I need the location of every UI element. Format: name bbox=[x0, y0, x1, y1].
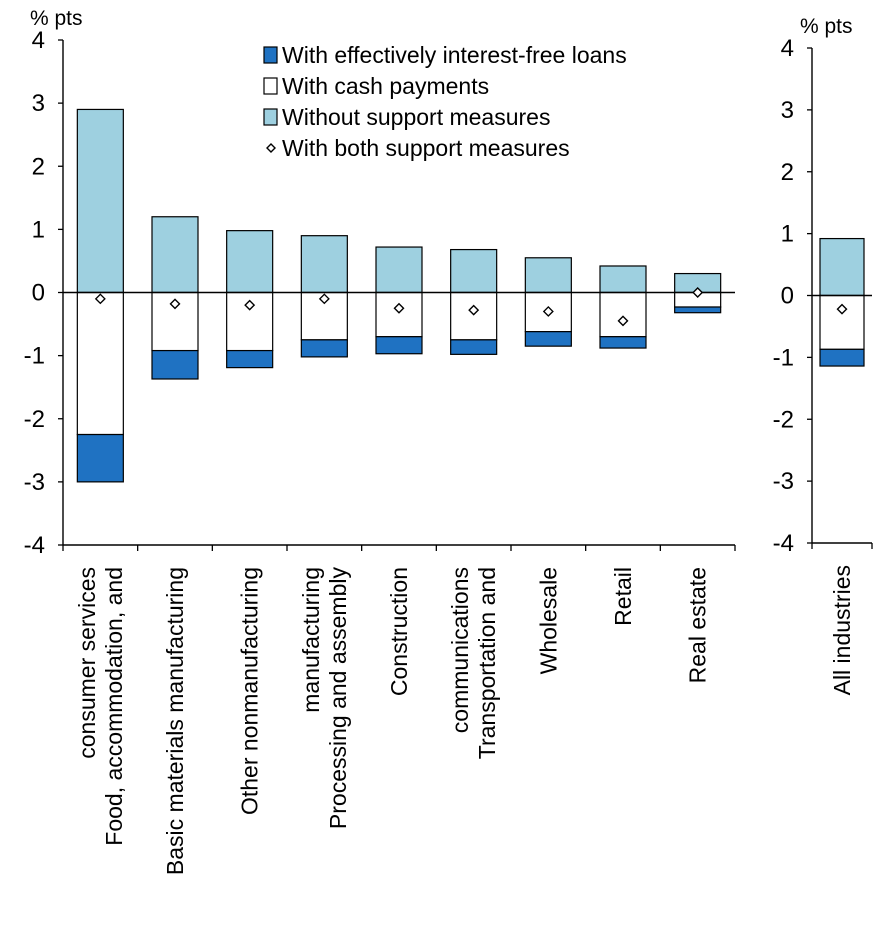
bar-without-support bbox=[151, 216, 199, 294]
y-tick-label: -3 bbox=[773, 468, 794, 495]
marker-both-support bbox=[393, 302, 405, 314]
category-label-line: Retail bbox=[610, 567, 636, 626]
legend-label: Without support measures bbox=[282, 104, 550, 130]
marker-both-support bbox=[836, 303, 848, 315]
marker-both-support bbox=[169, 298, 181, 310]
bar-interest-free-loans bbox=[300, 339, 348, 358]
bar-interest-free-loans bbox=[599, 336, 647, 349]
category-label-line: All industries bbox=[829, 565, 855, 695]
y-tick-label: 0 bbox=[781, 283, 794, 310]
bar-without-support bbox=[599, 265, 647, 294]
legend-swatch-diamond bbox=[266, 143, 276, 153]
marker-both-support bbox=[692, 287, 704, 298]
marker-both-support bbox=[318, 293, 330, 305]
legend-label: With effectively interest-free loans bbox=[282, 42, 627, 68]
y-tick-label: -1 bbox=[24, 343, 45, 370]
y-tick-label: 4 bbox=[781, 35, 794, 62]
category-label: Wholesale bbox=[535, 567, 561, 674]
category-label-line: Basic materials manufacturing bbox=[162, 567, 188, 875]
category-label: Retail bbox=[610, 567, 636, 626]
bar-interest-free-loans bbox=[524, 331, 572, 347]
y-tick-label: -4 bbox=[24, 532, 45, 559]
legend-swatch bbox=[263, 46, 278, 64]
bar-interest-free-loans bbox=[151, 349, 199, 380]
y-tick-label: -2 bbox=[773, 406, 794, 433]
legend: With effectively interest-free loans With… bbox=[263, 42, 627, 161]
bar-interest-free-loans bbox=[226, 349, 274, 369]
category-label: Basic materials manufacturing bbox=[162, 567, 188, 875]
bar-interest-free-loans bbox=[819, 348, 865, 367]
marker-both-support bbox=[542, 305, 554, 317]
category-label-line: manufacturing bbox=[298, 567, 324, 713]
bar-cash-payments bbox=[599, 291, 647, 338]
marker-both-support bbox=[244, 299, 256, 311]
category-label-line: Other nonmanufacturing bbox=[237, 567, 263, 815]
category-label-line: consumer services bbox=[74, 567, 100, 759]
y-tick-label: 3 bbox=[781, 97, 794, 124]
bar-cash-payments bbox=[375, 291, 423, 338]
y-tick-label: 4 bbox=[32, 27, 45, 54]
category-label-line: Transportation and bbox=[474, 567, 500, 759]
bar-cash-payments bbox=[76, 291, 124, 436]
category-label-line: Food, accommodation, and bbox=[101, 567, 127, 846]
bar-cash-payments bbox=[151, 291, 199, 352]
bar-cash-payments bbox=[819, 294, 865, 350]
y-tick-label: 1 bbox=[781, 221, 794, 248]
bar-without-support bbox=[226, 230, 274, 294]
category-label: Construction bbox=[386, 567, 412, 696]
bar-interest-free-loans bbox=[76, 433, 124, 483]
legend-swatch bbox=[263, 108, 278, 126]
marker-both-support bbox=[617, 315, 629, 327]
bar-without-support bbox=[450, 248, 498, 294]
y-tick-label: -2 bbox=[24, 406, 45, 433]
bar-interest-free-loans bbox=[450, 339, 498, 355]
category-label: Other nonmanufacturing bbox=[237, 567, 263, 815]
y-tick-label: -1 bbox=[773, 344, 794, 371]
y-tick-label: 2 bbox=[32, 153, 45, 180]
marker-both-support bbox=[94, 293, 106, 305]
bar-without-support bbox=[300, 235, 348, 294]
y-tick-label: 1 bbox=[32, 216, 45, 243]
bar-interest-free-loans bbox=[674, 306, 722, 314]
bar-without-support bbox=[375, 246, 423, 294]
legend-label: With both support measures bbox=[282, 135, 570, 161]
y-tick-label: -3 bbox=[24, 469, 45, 496]
y-tick-label: 0 bbox=[32, 280, 45, 307]
category-label: All industries bbox=[829, 565, 855, 695]
legend-label: With cash payments bbox=[282, 73, 489, 99]
category-label-line: Wholesale bbox=[535, 567, 561, 674]
category-label-line: communications bbox=[447, 567, 473, 733]
marker-both-support bbox=[468, 304, 480, 316]
bar-without-support bbox=[76, 108, 124, 294]
all-industries-panel: % pts 4 3 2 1 0 -1 -2 -3 -4 All industries bbox=[773, 15, 873, 695]
category-label-line: Processing and assembly bbox=[325, 567, 351, 830]
y-tick-label: -4 bbox=[773, 530, 794, 557]
bar-interest-free-loans bbox=[375, 336, 423, 355]
bar-without-support bbox=[819, 237, 865, 297]
y-tick-label: 3 bbox=[32, 90, 45, 117]
bar-without-support bbox=[524, 257, 572, 294]
y-axis-unit-label: % pts bbox=[30, 7, 83, 30]
legend-swatch bbox=[263, 77, 278, 95]
category-label-line: Construction bbox=[386, 567, 412, 696]
category-label: Real estate bbox=[685, 567, 711, 683]
category-label-line: Real estate bbox=[685, 567, 711, 683]
y-axis-unit-label: % pts bbox=[800, 15, 853, 38]
bar-cash-payments bbox=[450, 291, 498, 341]
y-tick-label: 2 bbox=[781, 159, 794, 186]
